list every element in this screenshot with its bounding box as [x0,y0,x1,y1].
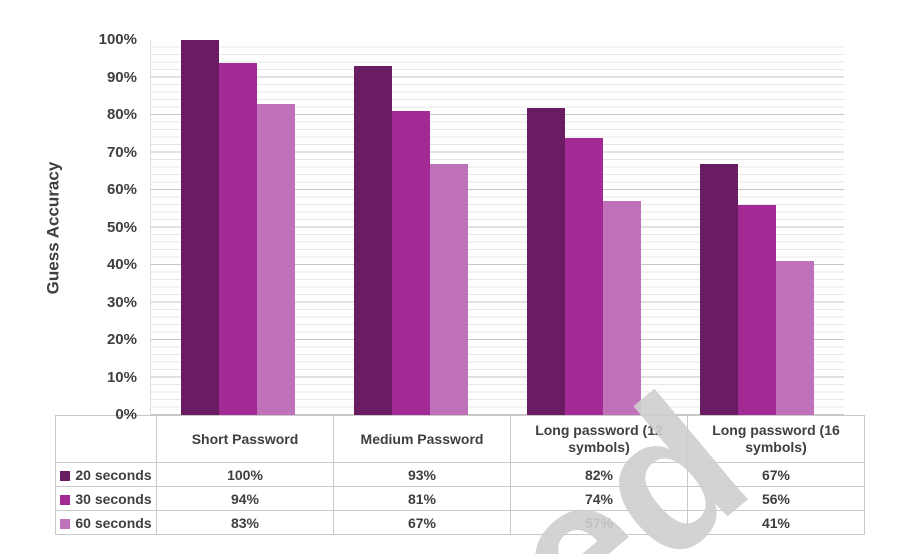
y-tick-label: 30% [106,293,137,311]
legend-swatch-icon [60,494,71,505]
bar-group [151,40,324,415]
value-cell: 67% [687,462,865,487]
y-tick-label: 10% [106,368,137,386]
value-cell: 93% [333,462,511,487]
y-tick-label: 100% [98,31,137,48]
legend-label: 60 seconds [75,514,152,531]
legend-swatch-icon [60,470,71,481]
bar [429,163,468,415]
y-tick-label: 90% [106,68,137,86]
value-cell: 100% [156,462,334,487]
table-row: 30 seconds 94% 81% 74% 56% [55,486,865,511]
table-row: 20 seconds 100% 93% 82% 67% [55,462,865,487]
category-header-cell: Medium Password [333,415,511,463]
y-tick-label: 50% [106,218,137,236]
y-axis-ticks: 0% 10% 20% 30% 40% 50% 60% 70% 80% 90% 100% [93,31,143,423]
category-header-cell: Long password (12 symbols) [510,415,688,463]
value-cell: 67% [333,510,511,535]
legend-cell: 60 seconds [55,510,157,535]
legend-label: 20 seconds [75,466,152,483]
legend-cell: 30 seconds [55,486,157,511]
value-cell: 57% [510,510,688,535]
table-corner-cell [55,415,157,463]
y-axis-title: Guess Accuracy [40,40,66,415]
bar [218,62,257,415]
bar [353,66,392,415]
bar-group [324,40,497,415]
bar [700,163,739,415]
value-cell: 41% [687,510,865,535]
data-table-body: 20 seconds 100% 93% 82% 67% 30 seconds 94% 81% 7… [55,462,865,535]
category-header-cell: Short Password [156,415,334,463]
legend-label: 30 seconds [75,490,152,507]
bar [527,107,566,415]
bar [776,261,815,415]
value-cell: 83% [156,510,334,535]
y-axis-title-text: Guess Accuracy [43,161,62,294]
data-table: Short Password Medium Password Long passwo… [55,415,865,535]
y-tick-label: 20% [106,331,137,348]
y-tick-label: 80% [106,106,137,123]
bar [603,201,642,415]
plot-area [150,40,844,415]
bar-group [498,40,671,415]
data-table-header: Short Password Medium Password Long passwo… [55,415,865,463]
bar [256,103,295,415]
value-cell: 94% [156,486,334,511]
legend-cell: 20 seconds [55,462,157,487]
bar [738,205,777,415]
value-cell: 74% [510,486,688,511]
legend-swatch-icon [60,518,71,529]
value-cell: 56% [687,486,865,511]
value-cell: 81% [333,486,511,511]
table-row: 60 seconds 83% 67% 57% 41% [55,510,865,535]
bar [565,137,604,415]
bar-group [671,40,844,415]
y-tick-label: 40% [106,256,137,273]
bar [180,40,219,415]
bar [391,111,430,415]
y-tick-label: 70% [106,143,137,161]
y-tick-label: 60% [106,181,137,198]
category-header-cell: Long password (16 symbols) [687,415,865,463]
value-cell: 82% [510,462,688,487]
